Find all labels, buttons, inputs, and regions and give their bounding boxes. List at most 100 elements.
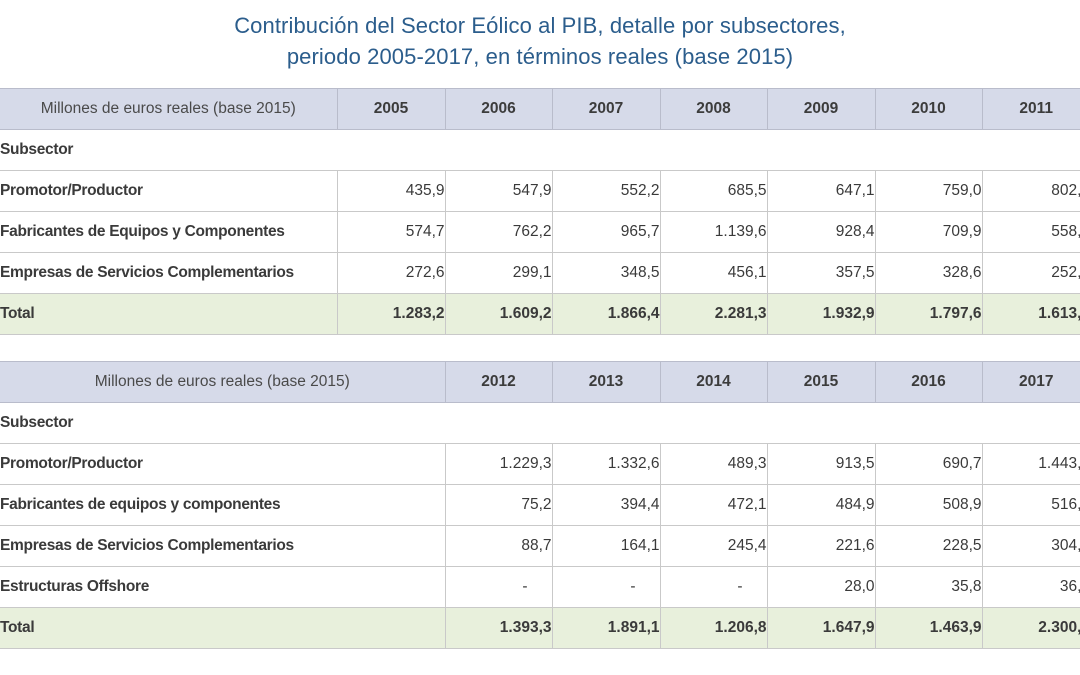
cell-value: 245,4 — [659, 525, 767, 567]
cell-value: 1.443,6 — [981, 443, 1080, 485]
year-header: 2012 — [444, 361, 552, 403]
table-2005-2011: Millones de euros reales (base 2015) 200… — [0, 88, 1080, 335]
total-value: 1.932,9 — [766, 293, 875, 335]
cell-value: 75,2 — [444, 484, 552, 526]
cell-value: 685,5 — [659, 170, 767, 212]
cell-value: 472,1 — [659, 484, 767, 526]
cell-value: - — [659, 566, 767, 608]
cell-value: 802,3 — [981, 170, 1080, 212]
total-label: Total — [0, 607, 445, 649]
cell-value: 508,9 — [874, 484, 982, 526]
total-value: 2.300,8 — [981, 607, 1080, 649]
subsector-row: Subsector — [0, 402, 1080, 444]
year-header: 2006 — [444, 88, 552, 130]
cell-value: 304,6 — [981, 525, 1080, 567]
total-value: 1.797,6 — [874, 293, 982, 335]
year-header: 2008 — [659, 88, 767, 130]
cell-value: 88,7 — [444, 525, 552, 567]
subsector-label: Subsector — [0, 402, 1080, 444]
page-title: Contribución del Sector Eólico al PIB, d… — [0, 10, 1080, 72]
total-value: 1.206,8 — [659, 607, 767, 649]
row-label: Estructuras Offshore — [0, 566, 445, 608]
row-label: Empresas de Servicios Complementarios — [0, 252, 337, 294]
cell-value: 516,6 — [981, 484, 1080, 526]
title-line-1: Contribución del Sector Eólico al PIB, d… — [234, 13, 846, 38]
cell-value: 435,9 — [336, 170, 445, 212]
row-label: Empresas de Servicios Complementarios — [0, 525, 445, 567]
cell-value: 489,3 — [659, 443, 767, 485]
table-row: Promotor/Productor 1.229,3 1.332,6 489,3… — [0, 443, 1080, 485]
row-label: Promotor/Productor — [0, 170, 337, 212]
row-label: Promotor/Productor — [0, 443, 445, 485]
total-row: Total 1.283,2 1.609,2 1.866,4 2.281,3 1.… — [0, 293, 1080, 335]
cell-value: 762,2 — [444, 211, 552, 253]
cell-value: 690,7 — [874, 443, 982, 485]
cell-value: 228,5 — [874, 525, 982, 567]
cell-value: 965,7 — [551, 211, 660, 253]
table-row: Fabricantes de equipos y componentes 75,… — [0, 484, 1080, 526]
cell-value: 252,3 — [981, 252, 1080, 294]
total-value: 1.647,9 — [766, 607, 875, 649]
cell-value: 221,6 — [766, 525, 875, 567]
cell-value: 484,9 — [766, 484, 875, 526]
year-header: 2011 — [981, 88, 1080, 130]
year-header: 2013 — [551, 361, 660, 403]
total-value: 1.463,9 — [874, 607, 982, 649]
cell-value: 759,0 — [874, 170, 982, 212]
cell-value: 552,2 — [551, 170, 660, 212]
cell-value: 647,1 — [766, 170, 875, 212]
cell-value: - — [551, 566, 660, 608]
cell-value: 299,1 — [444, 252, 552, 294]
year-header: 2009 — [766, 88, 875, 130]
cell-value: 913,5 — [766, 443, 875, 485]
cell-value: 928,4 — [766, 211, 875, 253]
cell-value: 357,5 — [766, 252, 875, 294]
subsector-label: Subsector — [0, 129, 1080, 171]
table-2012-2017: Millones de euros reales (base 2015) 201… — [0, 361, 1080, 649]
year-header: 2014 — [659, 361, 767, 403]
year-header: 2017 — [981, 361, 1080, 403]
total-value: 1.613,1 — [981, 293, 1080, 335]
table-row: Empresas de Servicios Complementarios 88… — [0, 525, 1080, 567]
total-value: 1.891,1 — [551, 607, 660, 649]
table-header-row: Millones de euros reales (base 2015) 200… — [0, 88, 1080, 130]
cell-value: 35,8 — [874, 566, 982, 608]
cell-value: 547,9 — [444, 170, 552, 212]
cell-value: 1.139,6 — [659, 211, 767, 253]
total-value: 1.866,4 — [551, 293, 660, 335]
cell-value: 394,4 — [551, 484, 660, 526]
year-header: 2015 — [766, 361, 875, 403]
cell-value: - — [444, 566, 552, 608]
cell-value: 164,1 — [551, 525, 660, 567]
table-row: Fabricantes de Equipos y Componentes 574… — [0, 211, 1080, 253]
cell-value: 574,7 — [336, 211, 445, 253]
total-value: 2.281,3 — [659, 293, 767, 335]
cell-value: 456,1 — [659, 252, 767, 294]
table-header-row: Millones de euros reales (base 2015) 201… — [0, 361, 1080, 403]
total-row: Total 1.393,3 1.891,1 1.206,8 1.647,9 1.… — [0, 607, 1080, 649]
cell-value: 558,6 — [981, 211, 1080, 253]
title-line-2: periodo 2005-2017, en términos reales (b… — [286, 44, 794, 69]
cell-value: 36,0 — [981, 566, 1080, 608]
row-label: Fabricantes de Equipos y Componentes — [0, 211, 337, 253]
table-row: Empresas de Servicios Complementarios 27… — [0, 252, 1080, 294]
unit-header: Millones de euros reales (base 2015) — [0, 361, 445, 403]
total-value: 1.393,3 — [444, 607, 552, 649]
year-header: 2010 — [874, 88, 982, 130]
cell-value: 272,6 — [336, 252, 445, 294]
cell-value: 1.332,6 — [551, 443, 660, 485]
total-value: 1.609,2 — [444, 293, 552, 335]
total-value: 1.283,2 — [336, 293, 445, 335]
cell-value: 328,6 — [874, 252, 982, 294]
cell-value: 1.229,3 — [444, 443, 552, 485]
year-header: 2007 — [551, 88, 660, 130]
row-label: Fabricantes de equipos y componentes — [0, 484, 445, 526]
subsector-row: Subsector — [0, 129, 1080, 171]
total-label: Total — [0, 293, 337, 335]
cell-value: 28,0 — [766, 566, 875, 608]
unit-header: Millones de euros reales (base 2015) — [0, 88, 337, 130]
year-header: 2005 — [336, 88, 445, 130]
cell-value: 709,9 — [874, 211, 982, 253]
cell-value: 348,5 — [551, 252, 660, 294]
year-header: 2016 — [874, 361, 982, 403]
